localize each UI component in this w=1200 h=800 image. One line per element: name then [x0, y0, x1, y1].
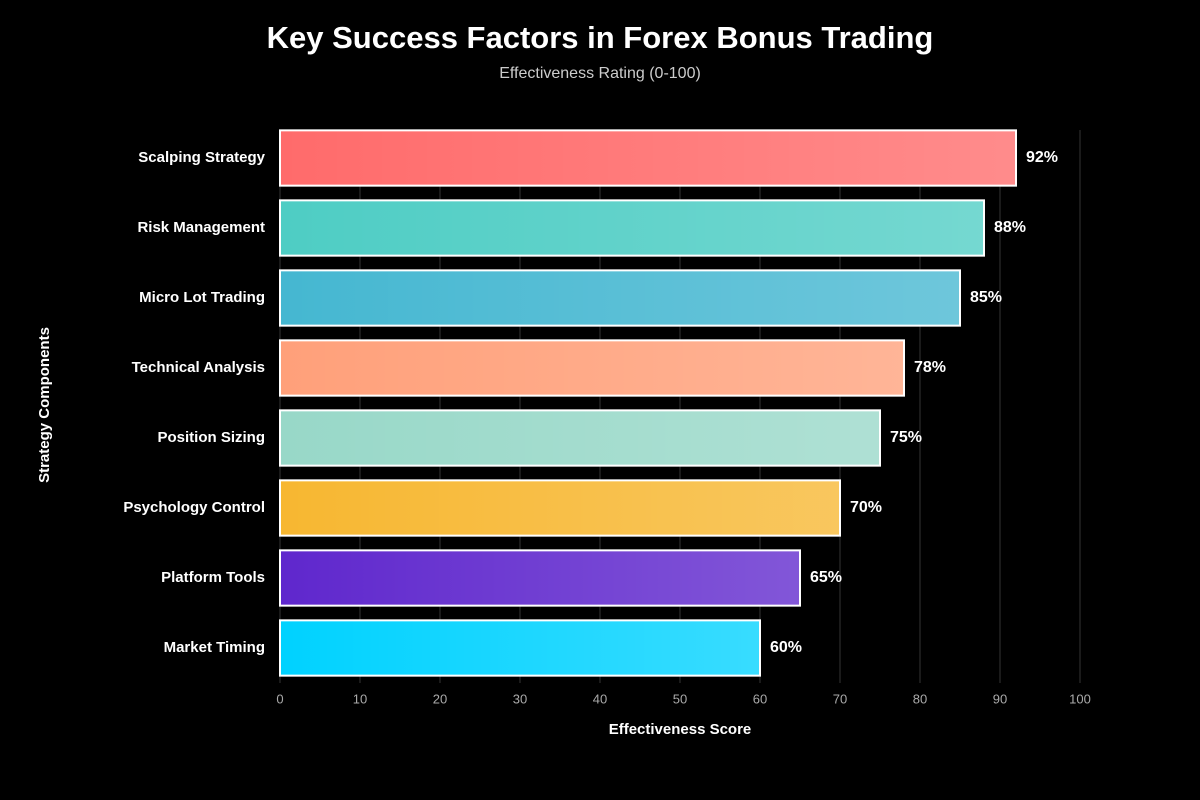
value-label: 78%	[914, 359, 946, 376]
y-tick-label: Scalping Strategy	[138, 149, 265, 166]
x-tick-label: 20	[433, 691, 447, 706]
chart-subtitle: Effectiveness Rating (0-100)	[499, 65, 701, 82]
chart-title: Key Success Factors in Forex Bonus Tradi…	[267, 20, 934, 55]
bar	[279, 339, 905, 397]
y-tick-label: Psychology Control	[123, 499, 265, 516]
x-tick-label: 50	[673, 691, 687, 706]
y-tick-label: Technical Analysis	[132, 359, 265, 376]
x-tick-label: 100	[1069, 691, 1091, 706]
y-tick-label: Position Sizing	[158, 429, 266, 446]
x-tick-label: 90	[993, 691, 1007, 706]
bar	[279, 129, 1017, 187]
x-axis-title: Effectiveness Score	[609, 721, 752, 738]
value-label: 85%	[970, 289, 1002, 306]
bar	[279, 269, 961, 327]
value-label: 70%	[850, 499, 882, 516]
y-tick-label: Platform Tools	[161, 569, 265, 586]
x-tick-label: 10	[353, 691, 367, 706]
x-tick-label: 0	[276, 691, 283, 706]
y-axis-title: Strategy Components	[36, 327, 53, 483]
value-label: 92%	[1026, 149, 1058, 166]
bar	[279, 409, 881, 467]
x-tick-label: 70	[833, 691, 847, 706]
value-label: 75%	[890, 429, 922, 446]
y-tick-label: Micro Lot Trading	[139, 289, 265, 306]
y-tick-label: Risk Management	[137, 219, 265, 236]
value-label: 60%	[770, 639, 802, 656]
bar	[279, 619, 761, 677]
bar	[279, 199, 985, 257]
bar	[279, 549, 801, 607]
value-label: 88%	[994, 219, 1026, 236]
x-tick-label: 80	[913, 691, 927, 706]
value-label: 65%	[810, 569, 842, 586]
bar	[279, 479, 841, 537]
x-tick-label: 40	[593, 691, 607, 706]
x-tick-label: 60	[753, 691, 767, 706]
y-tick-label: Market Timing	[164, 639, 265, 656]
x-tick-label: 30	[513, 691, 527, 706]
